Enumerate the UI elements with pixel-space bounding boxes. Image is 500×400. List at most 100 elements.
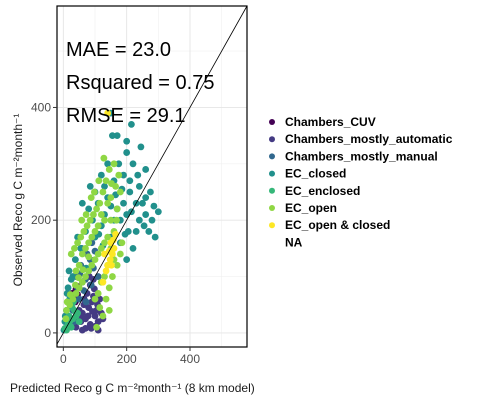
point-ec-open-76 xyxy=(63,298,71,306)
point-ec-open-21 xyxy=(97,244,105,252)
point-ec-enclosed-6 xyxy=(74,309,81,317)
legend-label-na: NA xyxy=(285,235,303,249)
point-ec-closed-50 xyxy=(140,222,148,230)
legend-label-chambers-mostly-manual: Chambers_mostly_manual xyxy=(285,149,438,163)
point-ec-open-closed-5 xyxy=(102,267,110,275)
point-ec-open-73 xyxy=(75,274,82,282)
point-ec-open-10 xyxy=(88,233,96,241)
y-tick-label: 400 xyxy=(31,100,51,114)
point-ec-closed-11 xyxy=(148,216,156,224)
point-ec-open-27 xyxy=(78,278,86,286)
point-chambers-mostly-automatic-19 xyxy=(82,325,89,332)
legend-label-ec-enclosed: EC_enclosed xyxy=(285,184,360,198)
point-ec-open-20 xyxy=(101,239,108,247)
point-ec-open-75 xyxy=(66,291,74,298)
point-ec-closed-29 xyxy=(126,177,134,185)
x-axis-label: Predicted Reco g C m⁻²month⁻¹ (8 km mode… xyxy=(10,381,255,395)
point-ec-open-67 xyxy=(82,211,90,218)
legend-label-ec-closed: EC_closed xyxy=(285,167,346,181)
point-ec-open-23 xyxy=(91,256,99,264)
legend-key-ec-closed xyxy=(269,170,275,177)
x-axis-ticks: 0 200 400 xyxy=(60,347,200,366)
point-ec-closed-22 xyxy=(135,216,143,224)
point-ec-open-6 xyxy=(97,211,105,218)
point-ec-open-60 xyxy=(105,306,113,314)
one-to-one-line xyxy=(56,5,248,345)
point-chambers-mostly-manual-8 xyxy=(75,295,83,303)
point-ec-open-68 xyxy=(78,216,86,224)
legend-label-chambers-mostly-automatic: Chambers_mostly_automatic xyxy=(285,132,453,146)
point-ec-open-51 xyxy=(102,295,110,303)
point-ec-open-66 xyxy=(87,194,95,202)
point-ec-open-32 xyxy=(63,306,70,314)
point-ec-open-17 xyxy=(107,216,115,224)
point-ec-open-closed-8 xyxy=(99,278,107,286)
point-ec-closed-24 xyxy=(123,256,131,264)
point-ec-open-3 xyxy=(116,188,124,196)
point-ec-closed-23 xyxy=(129,244,137,252)
x-tick-label: 0 xyxy=(60,352,67,366)
point-ec-open-35 xyxy=(99,188,107,196)
point-ec-open-58 xyxy=(99,312,107,320)
point-ec-closed-1 xyxy=(113,132,121,140)
legend-label-ec-open: EC_open xyxy=(285,201,337,215)
legend-key-ec-open xyxy=(269,205,275,211)
point-ec-open-49 xyxy=(109,273,116,280)
point-ec-closed-5 xyxy=(139,199,146,207)
point-ec-open-24 xyxy=(88,261,96,269)
point-ec-open-15 xyxy=(72,267,80,275)
point-ec-closed-34 xyxy=(85,205,93,213)
point-ec-open-1 xyxy=(115,171,123,179)
point-ec-open-38 xyxy=(90,211,97,218)
point-ec-closed-9 xyxy=(120,171,127,179)
point-ec-closed-49 xyxy=(147,188,154,196)
point-ec-closed-8 xyxy=(126,188,134,196)
point-ec-open-77 xyxy=(62,315,70,323)
point-ec-closed-32 xyxy=(101,182,108,190)
point-ec-open-43 xyxy=(74,239,81,247)
point-ec-open-22 xyxy=(94,250,102,258)
point-chambers-mostly-manual-18 xyxy=(94,273,102,280)
point-ec-open-65 xyxy=(90,188,98,196)
point-ec-open-closed-12 xyxy=(108,261,115,269)
point-ec-closed-69 xyxy=(71,256,79,264)
point-chambers-mostly-automatic-15 xyxy=(96,295,104,303)
point-ec-open-4 xyxy=(107,194,115,202)
legend-key-chambers-mostly-automatic xyxy=(269,136,275,143)
point-ec-closed-55 xyxy=(86,182,94,190)
point-ec-closed-4 xyxy=(135,182,143,190)
annotation-rmse: RMSE = 29.1 xyxy=(66,105,186,127)
point-ec-closed-62 xyxy=(109,132,116,140)
point-ec-closed-6 xyxy=(142,211,150,218)
point-ec-open-69 xyxy=(108,180,115,187)
point-ec-open-36 xyxy=(96,199,104,207)
point-ec-open-26 xyxy=(82,273,89,280)
y-tick-label: 200 xyxy=(31,213,51,227)
point-ec-closed-38 xyxy=(67,275,75,283)
point-ec-open-19 xyxy=(104,233,112,241)
point-ec-open-63 xyxy=(100,154,108,162)
point-chambers-mostly-automatic-22 xyxy=(84,312,92,320)
point-ec-closed-64 xyxy=(134,171,142,179)
legend-key-ec-open-closed xyxy=(269,222,275,229)
legend-key-chambers-mostly-manual xyxy=(269,153,275,160)
point-ec-open-64 xyxy=(95,177,103,185)
point-ec-closed-73 xyxy=(150,202,158,210)
point-ec-open-7 xyxy=(101,216,108,224)
legend: Chambers_CUV Chambers_mostly_automatic Cha… xyxy=(269,115,453,249)
point-ec-open-29 xyxy=(72,290,80,297)
point-ec-open-14 xyxy=(75,261,83,269)
point-ec-open-59 xyxy=(93,323,100,331)
point-ec-open-48 xyxy=(113,261,121,269)
point-ec-open-74 xyxy=(71,281,79,289)
point-ec-open-71 xyxy=(85,253,93,261)
point-ec-closed-20 xyxy=(142,194,150,202)
legend-key-ec-enclosed xyxy=(269,187,275,194)
point-chambers-mostly-automatic-23 xyxy=(89,308,96,315)
point-ec-open-39 xyxy=(86,216,94,224)
point-ec-open-44 xyxy=(71,244,78,252)
point-ec-open-50 xyxy=(105,284,113,292)
point-ec-enclosed-7 xyxy=(75,318,83,326)
point-ec-open-13 xyxy=(78,250,86,258)
